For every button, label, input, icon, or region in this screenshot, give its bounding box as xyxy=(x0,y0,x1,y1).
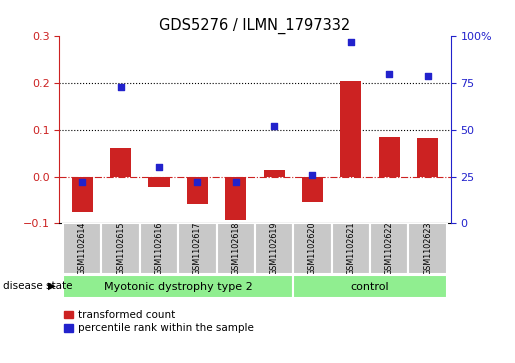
Text: GSM1102622: GSM1102622 xyxy=(385,222,394,276)
Bar xyxy=(294,275,447,298)
Bar xyxy=(140,223,178,274)
Bar xyxy=(101,223,140,274)
Point xyxy=(116,84,125,90)
Point xyxy=(193,179,201,185)
Bar xyxy=(225,176,246,220)
Bar xyxy=(332,223,370,274)
Bar xyxy=(294,223,332,274)
Text: GSM1102619: GSM1102619 xyxy=(270,222,279,276)
Text: Myotonic dystrophy type 2: Myotonic dystrophy type 2 xyxy=(104,282,252,292)
Text: GSM1102623: GSM1102623 xyxy=(423,222,432,276)
Bar xyxy=(63,275,294,298)
Bar xyxy=(340,81,362,176)
Bar xyxy=(408,223,447,274)
Bar xyxy=(370,223,408,274)
Point xyxy=(423,73,432,78)
Text: GSM1102615: GSM1102615 xyxy=(116,222,125,276)
Bar xyxy=(417,138,438,176)
Bar xyxy=(216,223,255,274)
Text: ▶: ▶ xyxy=(47,281,56,291)
Bar xyxy=(63,223,101,274)
Bar xyxy=(379,137,400,176)
Text: GSM1102617: GSM1102617 xyxy=(193,222,202,276)
Bar xyxy=(110,147,131,176)
Bar xyxy=(264,171,285,176)
Legend: transformed count, percentile rank within the sample: transformed count, percentile rank withi… xyxy=(64,310,254,333)
Point xyxy=(270,123,278,129)
Bar xyxy=(178,223,216,274)
Bar xyxy=(72,176,93,212)
Point xyxy=(232,179,240,185)
Text: GSM1102616: GSM1102616 xyxy=(154,222,163,276)
Title: GDS5276 / ILMN_1797332: GDS5276 / ILMN_1797332 xyxy=(159,17,351,33)
Text: control: control xyxy=(351,282,389,292)
Bar xyxy=(255,223,294,274)
Text: GSM1102621: GSM1102621 xyxy=(347,222,355,276)
Point xyxy=(155,164,163,170)
Text: GSM1102618: GSM1102618 xyxy=(231,222,240,276)
Text: GSM1102620: GSM1102620 xyxy=(308,222,317,276)
Point xyxy=(308,172,317,178)
Bar xyxy=(302,176,323,202)
Bar xyxy=(148,176,169,187)
Point xyxy=(385,71,393,77)
Bar xyxy=(187,176,208,204)
Text: disease state: disease state xyxy=(3,281,72,291)
Point xyxy=(78,179,87,185)
Point xyxy=(347,39,355,45)
Text: GSM1102614: GSM1102614 xyxy=(78,222,87,276)
